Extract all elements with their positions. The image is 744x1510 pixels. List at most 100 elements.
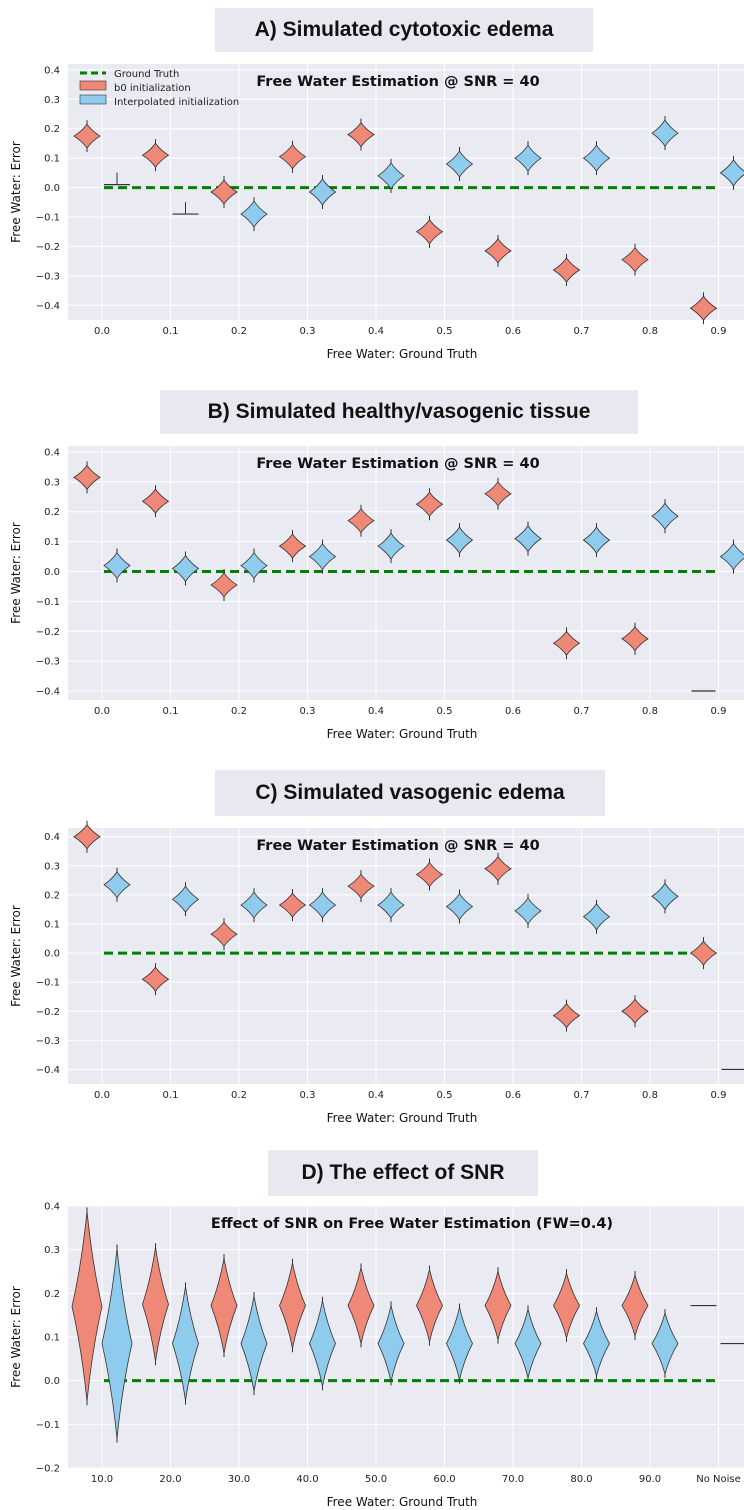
x-tick-label: 0.1 [163, 706, 179, 717]
x-tick-label: 0.8 [642, 326, 658, 337]
panel-d-title: D) The effect of SNR [268, 1150, 538, 1196]
violin-chart-snr-effect: 0.4 0.3 0.2 0.1 0.0 −0.1 −0.2 10.0 20.0 30.0 40.0 5… [9, 1202, 744, 1509]
interp-violin [651, 882, 679, 911]
b0-violin [621, 1273, 649, 1338]
x-tick-label: 30.0 [228, 1474, 250, 1485]
b0-violin [621, 998, 649, 1024]
x-tick-label: 0.0 [94, 326, 110, 337]
x-tick-label: 90.0 [639, 1474, 661, 1485]
x-tick-label: 0.9 [711, 1090, 727, 1101]
interp-violin [582, 526, 611, 554]
b0-violin [621, 246, 649, 273]
interp-violin [103, 551, 131, 580]
interp-violin [514, 1309, 542, 1378]
x-tick-label: 0.7 [574, 706, 590, 717]
interp-violin [445, 892, 474, 921]
y-tick-label: 0.3 [44, 861, 60, 872]
interp-violin [446, 1307, 473, 1380]
b0-violin [347, 873, 375, 899]
plot-background [68, 828, 744, 1084]
x-tick-label: No Noise [696, 1474, 741, 1485]
y-tick-label: 0.4 [44, 447, 60, 458]
x-tick-label: 0.9 [711, 706, 727, 717]
y-tick-label: −0.2 [36, 627, 60, 638]
x-tick-label: 0.5 [437, 1090, 453, 1101]
x-tick-label: 60.0 [433, 1474, 455, 1485]
y-tick-label: 0.3 [44, 477, 60, 488]
b0-violin [278, 892, 307, 918]
legend-b0-swatch [79, 80, 107, 91]
y-tick-label: −0.3 [36, 657, 60, 668]
interp-violin [240, 200, 268, 228]
b0-violin [141, 142, 170, 168]
b0-violin [484, 481, 512, 507]
y-tick-label: 0.1 [44, 154, 60, 165]
b0-violin [347, 508, 375, 534]
interp-violin [240, 551, 268, 580]
y-tick-label: −0.2 [36, 242, 60, 253]
y-tick-label: 0.3 [44, 95, 60, 106]
b0-violin [210, 179, 238, 205]
y-tick-label: 0.2 [44, 507, 60, 518]
y-axis-label: Free Water: Error [9, 905, 23, 1007]
x-tick-label: 0.6 [505, 326, 521, 337]
b0-violin [552, 257, 581, 283]
panel-a-title: A) Simulated cytotoxic edema [215, 8, 593, 52]
y-tick-label: −0.4 [36, 687, 60, 698]
x-tick-label: 0.6 [505, 706, 521, 717]
b0-violin [552, 630, 581, 656]
interp-violin [101, 1248, 133, 1439]
y-tick-label: 0.4 [44, 65, 60, 76]
b0-violin [141, 966, 170, 992]
y-tick-label: 0.0 [44, 1376, 60, 1387]
y-axis-label: Free Water: Error [9, 522, 23, 624]
interp-violin [582, 902, 611, 931]
panel-c-title: C) Simulated vasogenic edema [215, 770, 605, 816]
x-axis-label: Free Water: Ground Truth [327, 347, 478, 361]
interp-violin [308, 542, 337, 571]
x-axis-label: Free Water: Ground Truth [327, 1111, 478, 1125]
chart-title: Free Water Estimation @ SNR = 40 [256, 74, 539, 90]
y-tick-label: −0.4 [36, 1065, 60, 1076]
x-tick-label: 0.7 [574, 326, 590, 337]
x-tick-label: 0.1 [163, 1090, 179, 1101]
b0-violin [415, 861, 444, 888]
interp-violin [240, 891, 268, 919]
interp-violin [719, 542, 744, 571]
legend-entry: Ground Truth [114, 69, 179, 80]
panel-b-title: B) Simulated healthy/vasogenic tissue [160, 390, 638, 434]
interp-violin [719, 159, 744, 187]
x-tick-label: 0.5 [437, 706, 453, 717]
b0-violin [415, 219, 444, 245]
interp-violin [172, 1286, 199, 1401]
legend: Ground Truth b0 initialization Interpolate… [79, 69, 239, 108]
chart-title: Free Water Estimation @ SNR = 40 [256, 838, 539, 854]
y-axis-label: Free Water: Error [9, 1286, 23, 1388]
x-tick-label: 80.0 [570, 1474, 592, 1485]
plot-background [68, 64, 744, 320]
interp-violin [309, 1300, 336, 1387]
b0-violin [416, 1269, 443, 1342]
interp-violin [377, 891, 405, 919]
b0-violin [279, 1262, 306, 1349]
x-tick-label: 0.9 [711, 326, 727, 337]
x-axis-label: Free Water: Ground Truth [327, 1495, 478, 1509]
b0-violin [552, 1002, 581, 1029]
x-tick-label: 0.0 [94, 706, 110, 717]
interp-violin [377, 1305, 405, 1382]
b0-violin [278, 143, 307, 170]
x-tick-label: 0.3 [300, 326, 316, 337]
interp-violin [514, 897, 542, 925]
interp-violin [445, 526, 474, 554]
x-tick-label: 0.2 [231, 706, 247, 717]
b0-violin [141, 488, 170, 514]
legend-entry: b0 initialization [114, 83, 191, 94]
x-tick-label: 0.1 [163, 326, 179, 337]
violin-chart-healthy-vasogenic: 0.4 0.3 0.2 0.1 0.0 −0.1 −0.2 −0.3 −0.4 0.0 0.1 0.2… [9, 446, 744, 741]
y-tick-label: −0.1 [36, 978, 60, 989]
x-tick-label: 0.0 [94, 1090, 110, 1101]
y-tick-label: −0.1 [36, 597, 60, 608]
x-tick-label: 0.8 [642, 1090, 658, 1101]
y-tick-label: 0.1 [44, 920, 60, 931]
x-tick-label: 0.6 [505, 1090, 521, 1101]
